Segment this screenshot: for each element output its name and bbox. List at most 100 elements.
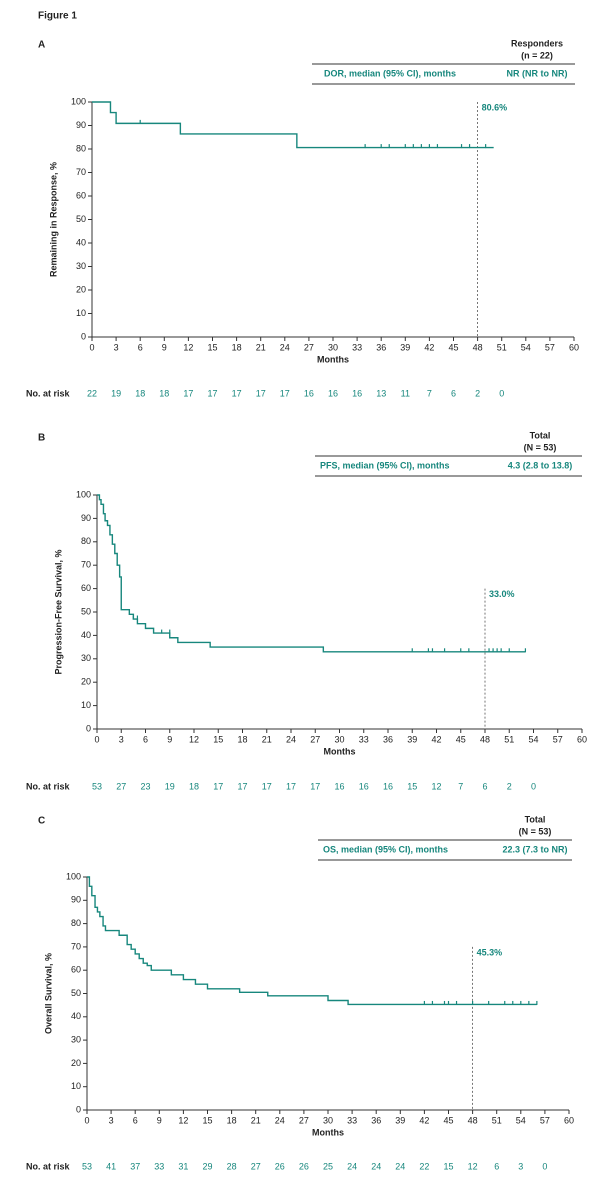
at-risk-value: 17: [256, 388, 266, 398]
x-axis-label: Months: [324, 746, 356, 756]
x-tick-label: 33: [352, 342, 362, 352]
x-tick-label: 21: [262, 734, 272, 744]
at-risk-value: 7: [458, 781, 463, 791]
x-tick-label: 30: [334, 734, 344, 744]
y-tick-label: 100: [71, 96, 86, 106]
header-row-label: PFS, median (95% CI), months: [320, 460, 450, 470]
x-tick-label: 51: [492, 1115, 502, 1125]
at-risk-value: 17: [310, 781, 320, 791]
x-tick-label: 9: [167, 734, 172, 744]
header-col-subtitle: (n = 22): [521, 50, 553, 60]
y-tick-label: 40: [76, 237, 86, 247]
x-tick-label: 6: [133, 1115, 138, 1125]
at-risk-value: 17: [262, 781, 272, 791]
x-tick-label: 9: [157, 1115, 162, 1125]
y-tick-label: 90: [71, 895, 81, 905]
x-tick-label: 51: [504, 734, 514, 744]
x-tick-label: 48: [473, 342, 483, 352]
x-tick-label: 18: [237, 734, 247, 744]
x-tick-label: 27: [310, 734, 320, 744]
at-risk-label: No. at risk: [26, 781, 71, 791]
x-tick-label: 3: [119, 734, 124, 744]
y-tick-label: 100: [66, 871, 81, 881]
x-tick-label: 36: [376, 342, 386, 352]
at-risk-value: 18: [135, 388, 145, 398]
header-row-label: OS, median (95% CI), months: [323, 844, 448, 854]
x-tick-label: 15: [202, 1115, 212, 1125]
at-risk-value: 16: [359, 781, 369, 791]
at-risk-value: 24: [395, 1161, 405, 1171]
x-tick-label: 0: [89, 342, 94, 352]
y-tick-label: 0: [86, 723, 91, 733]
median-ref-label: 80.6%: [482, 102, 508, 112]
x-tick-label: 42: [431, 734, 441, 744]
x-tick-label: 42: [419, 1115, 429, 1125]
y-tick-label: 60: [76, 190, 86, 200]
at-risk-value: 17: [280, 388, 290, 398]
x-tick-label: 30: [323, 1115, 333, 1125]
at-risk-value: 7: [427, 388, 432, 398]
at-risk-value: 53: [92, 781, 102, 791]
at-risk-value: 12: [431, 781, 441, 791]
at-risk-value: 2: [507, 781, 512, 791]
x-tick-label: 3: [114, 342, 119, 352]
y-tick-label: 0: [81, 331, 86, 341]
x-tick-label: 27: [304, 342, 314, 352]
x-tick-label: 54: [521, 342, 531, 352]
at-risk-value: 16: [304, 388, 314, 398]
at-risk-value: 12: [468, 1161, 478, 1171]
at-risk-value: 18: [159, 388, 169, 398]
y-axis-label: Progression-Free Survival, %: [53, 549, 63, 674]
at-risk-value: 6: [482, 781, 487, 791]
y-tick-label: 50: [71, 988, 81, 998]
y-tick-label: 90: [81, 513, 91, 523]
x-tick-label: 57: [545, 342, 555, 352]
at-risk-value: 25: [323, 1161, 333, 1171]
x-tick-label: 60: [569, 342, 579, 352]
x-tick-label: 36: [383, 734, 393, 744]
x-tick-label: 21: [256, 342, 266, 352]
at-risk-label: No. at risk: [26, 1161, 71, 1171]
header-col-subtitle: (N = 53): [524, 442, 557, 452]
at-risk-value: 24: [347, 1161, 357, 1171]
x-tick-label: 57: [553, 734, 563, 744]
y-tick-label: 30: [71, 1034, 81, 1044]
header-row-value: 4.3 (2.8 to 13.8): [508, 460, 573, 470]
at-risk-value: 37: [130, 1161, 140, 1171]
y-tick-label: 20: [76, 284, 86, 294]
x-tick-label: 9: [162, 342, 167, 352]
at-risk-value: 22: [87, 388, 97, 398]
y-tick-label: 80: [76, 143, 86, 153]
panel-letter: B: [38, 433, 45, 444]
x-tick-label: 51: [497, 342, 507, 352]
y-tick-label: 80: [81, 536, 91, 546]
y-tick-label: 10: [71, 1081, 81, 1091]
x-tick-label: 33: [359, 734, 369, 744]
x-tick-label: 54: [516, 1115, 526, 1125]
y-tick-label: 70: [71, 941, 81, 951]
y-axis-label: Remaining in Response, %: [48, 162, 58, 277]
at-risk-value: 16: [383, 781, 393, 791]
median-ref-label: 33.0%: [489, 589, 515, 599]
x-tick-label: 42: [424, 342, 434, 352]
x-tick-label: 12: [183, 342, 193, 352]
at-risk-value: 6: [451, 388, 456, 398]
x-tick-label: 18: [232, 342, 242, 352]
at-risk-value: 17: [237, 781, 247, 791]
y-tick-label: 20: [71, 1058, 81, 1068]
header-col-subtitle: (N = 53): [519, 826, 552, 836]
y-tick-label: 10: [81, 700, 91, 710]
at-risk-value: 17: [213, 781, 223, 791]
x-tick-label: 24: [280, 342, 290, 352]
at-risk-label: No. at risk: [26, 388, 71, 398]
at-risk-value: 24: [371, 1161, 381, 1171]
at-risk-value: 19: [111, 388, 121, 398]
y-tick-label: 0: [76, 1104, 81, 1114]
at-risk-value: 26: [299, 1161, 309, 1171]
at-risk-value: 17: [183, 388, 193, 398]
at-risk-value: 23: [140, 781, 150, 791]
x-tick-label: 48: [480, 734, 490, 744]
at-risk-value: 16: [352, 388, 362, 398]
panel-letter: A: [38, 40, 45, 51]
